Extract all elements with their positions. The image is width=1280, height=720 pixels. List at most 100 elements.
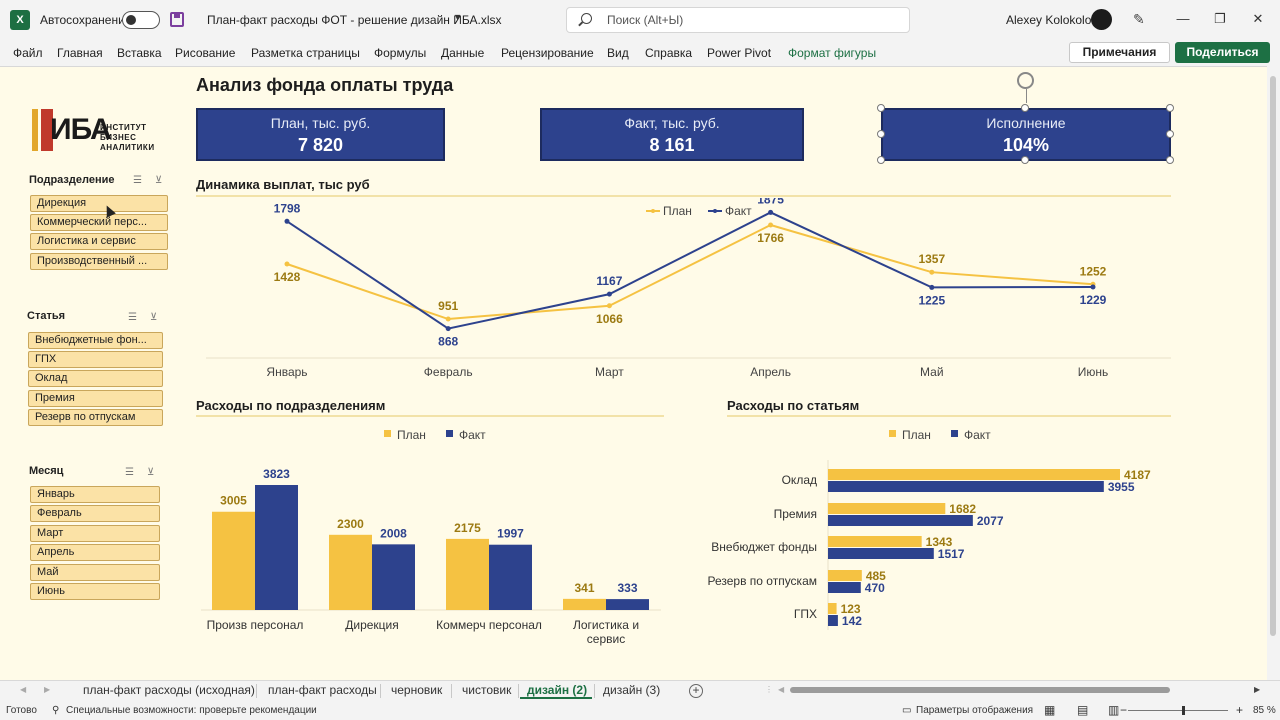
menu-file[interactable]: Файл — [13, 46, 43, 60]
zoom-level[interactable]: 85 % — [1253, 705, 1276, 716]
section-divider — [196, 415, 664, 417]
maximize-button[interactable]: ❐ — [1214, 11, 1226, 26]
department-bar-chart[interactable]: План Факт 3005 3823 Произв персонал 2300 2008 Д… — [196, 420, 666, 660]
kpi-fact-card[interactable]: Факт, тыс. руб. 8 161 — [540, 108, 804, 161]
x-tick-label: Коммерч персонал — [436, 618, 542, 632]
rotate-handle-icon[interactable] — [1017, 72, 1034, 103]
legend-label: План — [397, 428, 426, 442]
clear-filter-icon[interactable]: ⊻ — [155, 175, 163, 186]
resize-handle[interactable] — [1166, 130, 1174, 138]
display-settings-icon[interactable]: ▭ — [902, 705, 912, 716]
menu-power-pivot[interactable]: Power Pivot — [707, 46, 772, 60]
add-sheet-button[interactable]: + — [689, 684, 703, 698]
menu-shape-format[interactable]: Формат фигуры — [788, 46, 877, 60]
zoom-out-icon[interactable]: − — [1120, 703, 1128, 717]
resize-handle[interactable] — [877, 104, 885, 112]
search-input[interactable]: Поиск (Alt+Ы) — [566, 7, 910, 33]
kpi-execution-card[interactable]: Исполнение 104% — [881, 108, 1171, 161]
menu-home[interactable]: Главная — [57, 46, 103, 60]
zoom-in-icon[interactable]: + — [1236, 703, 1244, 717]
multiselect-icon[interactable]: ☰ — [128, 312, 137, 323]
data-label: 1252 — [1080, 264, 1107, 278]
slicer-item-department[interactable]: Коммерческий перс... — [30, 214, 168, 231]
menu-data[interactable]: Данные — [441, 46, 485, 60]
resize-handle[interactable] — [1166, 156, 1174, 164]
scroll-right-icon[interactable]: ▶ — [1254, 685, 1261, 694]
slicer-item-article[interactable]: Премия — [28, 390, 163, 407]
slicer-item-month[interactable]: Январь — [30, 486, 160, 503]
slicer-item-department[interactable]: Производственный ... — [30, 253, 168, 270]
accessibility-icon[interactable]: ⚲ — [52, 705, 60, 716]
tab-prev-icon[interactable]: ◀ — [20, 685, 27, 694]
zoom-slider-handle[interactable] — [1182, 706, 1185, 715]
bar — [563, 598, 606, 610]
sheet-tab[interactable]: дизайн (3) — [603, 683, 661, 697]
zoom-slider[interactable] — [1128, 710, 1228, 711]
multiselect-icon[interactable]: ☰ — [125, 467, 134, 478]
slicer-item-article[interactable]: ГПХ — [28, 351, 163, 368]
sheet-tab-active[interactable]: дизайн (2) — [527, 683, 588, 697]
notes-button[interactable]: Примечания — [1069, 42, 1170, 63]
tab-options-icon[interactable]: ⋮ — [765, 685, 773, 694]
chevron-down-icon[interactable]: ▼ — [453, 12, 462, 22]
menu-insert[interactable]: Вставка — [117, 46, 162, 60]
menu-draw[interactable]: Рисование — [175, 46, 236, 60]
page-break-view-icon[interactable]: ▥ — [1108, 703, 1120, 717]
menu-view[interactable]: Вид — [607, 46, 629, 60]
pen-icon[interactable]: ✎ — [1133, 11, 1145, 27]
logo-mark: ИБА — [50, 113, 112, 146]
share-button[interactable]: Поделиться — [1175, 42, 1270, 63]
data-label: 485 — [866, 569, 886, 583]
vertical-scrollbar[interactable] — [1267, 66, 1280, 680]
resize-handle[interactable] — [1021, 156, 1029, 164]
avatar[interactable] — [1091, 9, 1112, 30]
slicer-item-month[interactable]: Май — [30, 564, 160, 581]
y-tick-label: Резерв по отпускам — [707, 574, 817, 588]
autosave-toggle[interactable] — [122, 11, 160, 29]
slicer-item-month[interactable]: Июнь — [30, 583, 160, 600]
normal-view-icon[interactable]: ▦ — [1044, 703, 1056, 717]
x-tick-label: Дирекция — [345, 618, 399, 632]
resize-handle[interactable] — [1166, 104, 1174, 112]
page-layout-view-icon[interactable]: ▤ — [1077, 703, 1089, 717]
user-name[interactable]: Alexey Kolokolov — [1006, 13, 1098, 27]
accessibility-status[interactable]: Специальные возможности: проверьте реком… — [66, 705, 317, 716]
menu-help[interactable]: Справка — [645, 46, 693, 60]
menu-formulas[interactable]: Формулы — [374, 46, 427, 60]
close-button[interactable]: ✕ — [1252, 11, 1264, 26]
minimize-button[interactable]: — — [1176, 11, 1190, 26]
slicer-item-month[interactable]: Март — [30, 525, 160, 542]
slicer-item-article[interactable]: Оклад — [28, 370, 163, 387]
data-label: 1167 — [596, 274, 622, 288]
slicer-item-department[interactable]: Дирекция — [30, 195, 168, 212]
sheet-tab[interactable]: план-факт расходы (исходная) — [83, 683, 255, 697]
slicer-item-month[interactable]: Февраль — [30, 505, 160, 522]
resize-handle[interactable] — [1021, 104, 1029, 112]
slicer-item-article[interactable]: Резерв по отпускам — [28, 409, 163, 426]
resize-handle[interactable] — [877, 156, 885, 164]
sheet-tab[interactable]: чистовик — [462, 683, 512, 697]
slicer-item-month[interactable]: Апрель — [30, 544, 160, 561]
kpi-plan-card[interactable]: План, тыс. руб. 7 820 — [196, 108, 445, 161]
clear-filter-icon[interactable]: ⊻ — [150, 312, 158, 323]
menu-page-layout[interactable]: Разметка страницы — [251, 46, 360, 60]
file-title[interactable]: План-факт расходы ФОТ - решение дизайн И… — [207, 13, 502, 27]
slicer-item-department[interactable]: Логистика и сервис — [30, 233, 168, 250]
resize-handle[interactable] — [877, 130, 885, 138]
multiselect-icon[interactable]: ☰ — [133, 175, 142, 186]
save-icon[interactable] — [170, 12, 184, 27]
clear-filter-icon[interactable]: ⊻ — [147, 467, 155, 478]
bar — [828, 582, 861, 593]
scroll-left-icon[interactable]: ◀ — [778, 685, 785, 694]
slicer-item-article[interactable]: Внебюджетные фон... — [28, 332, 163, 349]
title-bar: X Автосохранение План-факт расходы ФОТ -… — [0, 0, 1280, 40]
display-settings[interactable]: Параметры отображения — [916, 705, 1034, 716]
sheet-tab[interactable]: черновик — [391, 683, 443, 697]
sheet-tab[interactable]: план-факт расходы — [268, 683, 377, 697]
tab-next-icon[interactable]: ▶ — [44, 685, 51, 694]
horizontal-scrollbar[interactable] — [790, 687, 1170, 693]
line-chart[interactable]: План Факт Январь Февраль Март Апрель Май Июнь 14… — [196, 198, 1181, 386]
scroll-thumb[interactable] — [1270, 76, 1276, 636]
menu-review[interactable]: Рецензирование — [501, 46, 594, 60]
